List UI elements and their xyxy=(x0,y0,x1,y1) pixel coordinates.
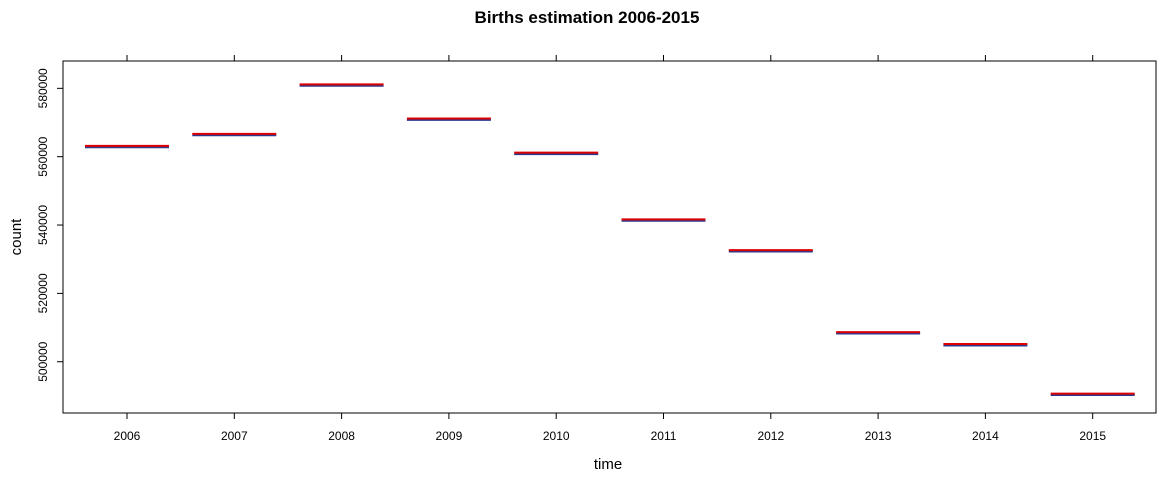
y-tick-label: 500000 xyxy=(36,341,50,381)
chart-title: Births estimation 2006-2015 xyxy=(475,8,700,27)
y-tick-label: 540000 xyxy=(36,205,50,245)
x-axis: 2006 2007 2008 2009 2010 2011 2012 2013 2014 2015 xyxy=(114,55,1106,443)
x-tick-label: 2009 xyxy=(436,429,463,443)
x-tick-label: 2015 xyxy=(1079,429,1106,443)
y-tick-label: 580000 xyxy=(36,68,50,108)
x-tick-label: 2013 xyxy=(865,429,892,443)
x-axis-label: time xyxy=(594,456,622,473)
x-tick-label: 2006 xyxy=(114,429,141,443)
x-tick-label: 2014 xyxy=(972,429,999,443)
y-axis-label: count xyxy=(8,218,25,256)
y-tick-label: 560000 xyxy=(36,136,50,176)
y-axis: 500000 520000 540000 560000 580000 xyxy=(36,68,63,382)
x-tick-label: 2008 xyxy=(328,429,355,443)
x-tick-label: 2011 xyxy=(651,429,677,443)
plot-frame xyxy=(62,60,1157,414)
x-tick-label: 2007 xyxy=(221,429,248,443)
x-tick-label: 2012 xyxy=(757,429,784,443)
data-marks xyxy=(85,83,1135,397)
x-tick-label: 2010 xyxy=(543,429,570,443)
y-tick-label: 520000 xyxy=(36,273,50,313)
